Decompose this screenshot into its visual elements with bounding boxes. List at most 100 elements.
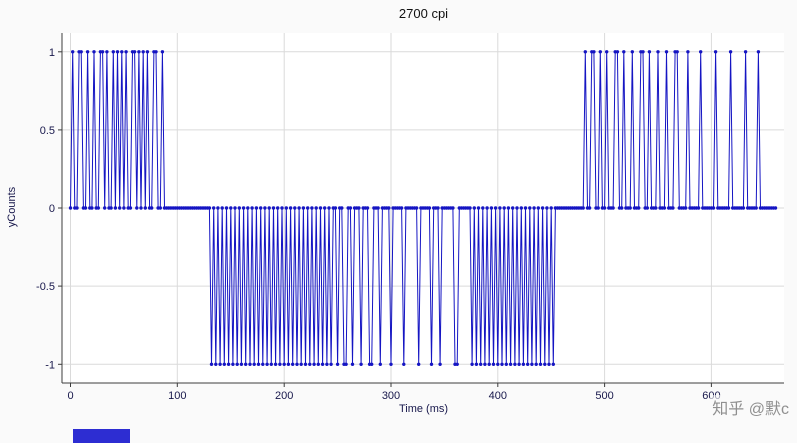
data-point-marker [513,362,517,366]
data-point-marker [269,362,273,366]
data-point-marker [327,206,331,210]
data-point-marker [662,206,667,210]
y-tick-label: -1 [45,359,55,371]
data-point-marker [92,50,96,54]
data-point-marker [267,206,271,210]
data-point-marker [122,206,126,210]
data-point-marker [75,206,79,210]
data-point-marker [103,206,107,210]
y-tick-label: 1 [49,47,55,59]
data-point-marker [248,362,252,366]
data-point-marker [83,206,88,210]
data-point-marker [481,206,485,210]
data-point-marker [318,206,323,210]
watermark-text: 知乎 @默c [710,395,791,419]
data-point-marker [485,206,489,210]
data-point-marker [96,206,101,210]
data-point-marker [111,50,116,54]
data-point-marker [293,206,297,210]
data-point-marker [306,206,310,210]
data-point-marker [113,206,118,210]
data-point-marker [528,206,532,210]
data-point-marker [438,362,442,366]
data-point-marker [598,50,602,54]
data-point-marker [316,362,320,366]
data-point-marker [312,362,316,366]
data-point-marker [581,206,585,210]
data-point-marker [120,50,124,54]
data-point-marker [519,206,523,210]
data-point-marker [399,206,404,210]
data-point-marker [229,206,233,210]
data-point-marker [498,206,502,210]
data-point-marker [150,206,154,210]
data-point-marker [476,206,481,210]
data-point-marker [587,206,592,210]
data-point-marker [684,206,688,210]
data-point-marker [474,362,479,366]
data-point-marker [273,362,278,366]
data-point-marker [105,50,109,54]
data-point-marker [675,50,679,54]
data-point-marker [523,206,528,210]
data-point-marker [728,50,733,54]
data-point-marker [237,206,241,210]
data-point-marker [282,362,286,366]
data-point-marker [455,362,459,366]
data-point-marker [686,50,690,54]
data-point-marker [641,50,645,54]
data-point-marker [154,50,158,54]
data-point-marker [100,50,105,54]
data-point-marker [506,206,511,210]
data-point-marker [271,206,276,210]
data-point-marker [158,206,162,210]
data-point-marker [335,362,340,366]
x-tick-label: 0 [67,390,73,402]
data-point-marker [137,50,141,54]
data-point-marker [278,362,282,366]
data-point-marker [370,362,374,366]
data-point-marker [252,362,256,366]
data-point-marker [615,50,620,54]
data-point-marker [491,362,496,366]
data-point-marker [376,206,380,210]
x-tick-label: 300 [382,390,400,402]
data-point-marker [71,50,75,54]
data-point-marker [622,50,626,54]
data-point-marker [301,206,306,210]
x-axis-label: Time (ms) [398,403,449,415]
data-point-marker [741,206,746,210]
data-point-marker [141,50,145,54]
data-point-marker [216,206,220,210]
data-point-marker [427,206,432,210]
data-point-marker [340,206,344,210]
data-point-marker [743,50,748,54]
data-point-marker [323,206,327,210]
data-point-marker [487,362,491,366]
data-point-marker [402,362,406,366]
data-point-marker [68,206,73,210]
data-point-marker [645,206,649,210]
data-point-marker [325,362,329,366]
data-point-marker [699,50,703,54]
data-point-marker [713,50,718,54]
data-point-marker [299,362,303,366]
data-point-marker [496,362,500,366]
y-tick-label: 0 [49,203,55,215]
y-tick-label: -0.5 [36,281,55,293]
data-point-marker [244,362,248,366]
data-point-marker [620,206,624,210]
data-point-marker [605,50,609,54]
data-point-marker [583,50,587,54]
data-point-marker [329,362,333,366]
data-point-marker [754,206,758,210]
data-point-marker [611,206,615,210]
blue-redaction-box [73,429,130,443]
x-tick-label: 400 [489,390,507,402]
data-point-marker [536,206,540,210]
data-point-marker [551,362,555,366]
data-point-marker [284,206,288,210]
data-point-marker [303,362,308,366]
data-point-marker [263,206,267,210]
